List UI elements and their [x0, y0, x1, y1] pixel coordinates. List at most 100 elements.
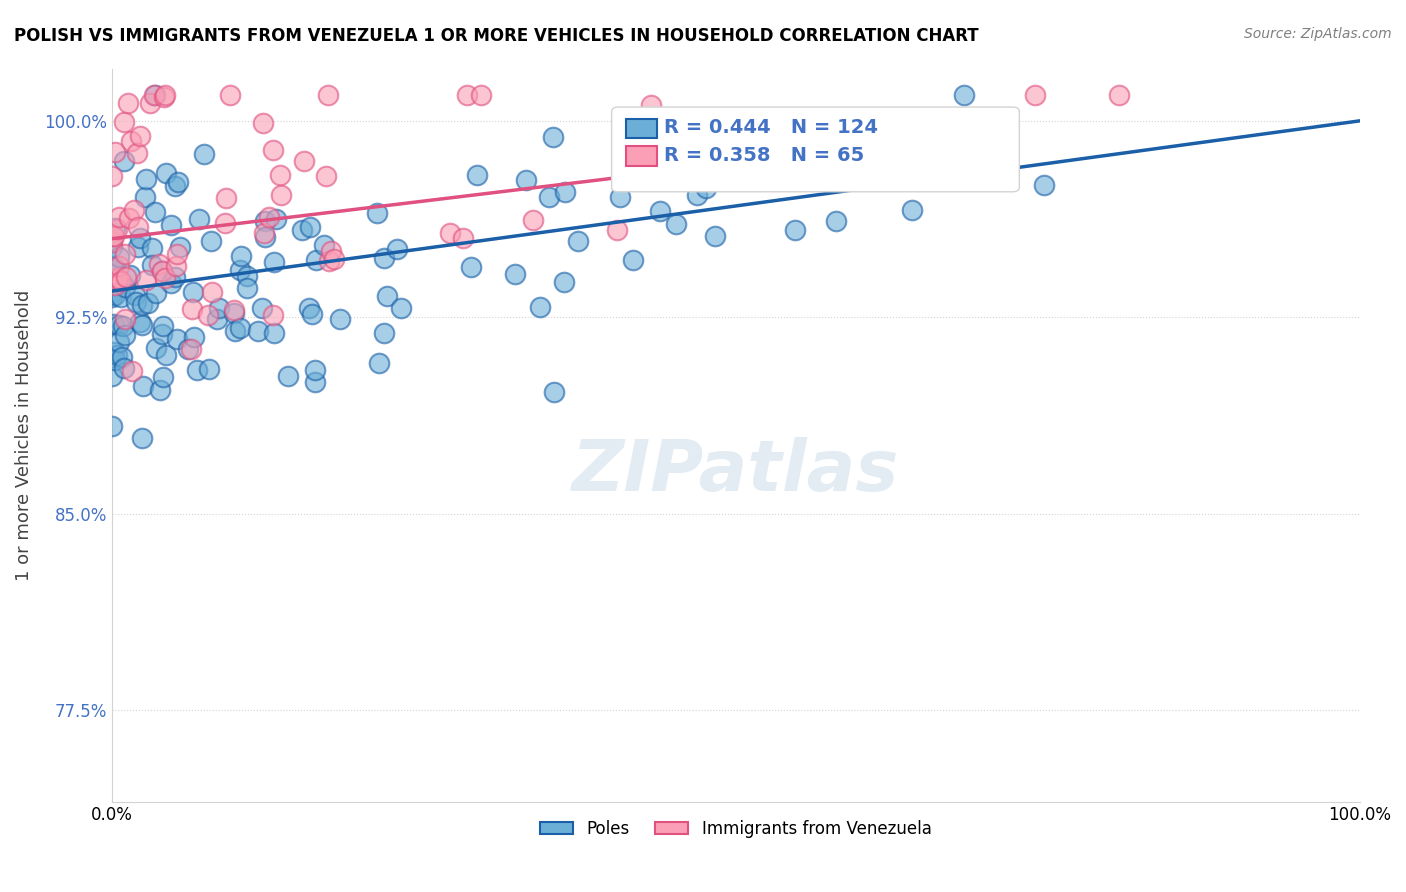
Immigrants from Venezuela	[118, 211, 141, 225]
Poles	[229, 321, 252, 335]
Immigrants from Venezuela	[181, 302, 204, 317]
Poles	[515, 173, 537, 187]
Poles	[246, 324, 269, 338]
Poles	[167, 175, 190, 189]
Text: ZIPatlas: ZIPatlas	[572, 437, 900, 506]
Poles	[676, 129, 699, 144]
Poles	[543, 385, 565, 400]
Poles	[186, 363, 208, 377]
Poles	[150, 326, 173, 341]
Poles	[135, 171, 157, 186]
Immigrants from Venezuela	[143, 87, 166, 102]
Poles	[183, 330, 205, 344]
Poles	[915, 154, 938, 169]
Poles	[254, 213, 277, 227]
Poles	[686, 187, 709, 202]
Immigrants from Venezuela	[316, 87, 339, 102]
Immigrants from Venezuela	[470, 87, 492, 102]
Text: Source: ZipAtlas.com: Source: ZipAtlas.com	[1244, 27, 1392, 41]
Text: R = 0.444   N = 124: R = 0.444 N = 124	[664, 118, 877, 137]
Poles	[263, 255, 285, 269]
Text: R = 0.358   N = 65: R = 0.358 N = 65	[664, 145, 863, 165]
Poles	[152, 319, 174, 334]
Poles	[141, 258, 163, 272]
Poles	[366, 206, 388, 220]
Poles	[108, 250, 131, 264]
Poles	[868, 153, 890, 168]
Poles	[103, 345, 125, 359]
Poles	[124, 288, 146, 302]
Poles	[112, 153, 135, 168]
Poles	[783, 223, 806, 237]
Poles	[188, 211, 211, 226]
Poles	[953, 87, 976, 102]
Immigrants from Venezuela	[112, 114, 135, 128]
Poles	[222, 306, 245, 320]
Poles	[101, 240, 124, 254]
Poles	[101, 419, 124, 434]
Poles	[160, 277, 183, 291]
Immigrants from Venezuela	[522, 213, 544, 227]
Immigrants from Venezuela	[108, 259, 131, 273]
Immigrants from Venezuela	[103, 228, 125, 243]
Poles	[131, 318, 153, 332]
Immigrants from Venezuela	[135, 273, 157, 287]
Immigrants from Venezuela	[318, 253, 340, 268]
Poles	[609, 190, 631, 204]
Poles	[277, 369, 299, 384]
Immigrants from Venezuela	[815, 162, 838, 177]
Poles	[312, 238, 335, 252]
Poles	[208, 301, 231, 316]
Poles	[900, 202, 922, 217]
Immigrants from Venezuela	[150, 264, 173, 278]
Poles	[110, 290, 132, 304]
Poles	[105, 348, 128, 362]
Poles	[101, 286, 124, 301]
Poles	[229, 249, 252, 263]
Poles	[205, 312, 228, 326]
Poles	[101, 290, 124, 304]
Immigrants from Venezuela	[606, 223, 628, 237]
Immigrants from Venezuela	[114, 311, 136, 326]
Poles	[101, 259, 124, 273]
Poles	[104, 287, 127, 301]
Poles	[155, 166, 177, 180]
Poles	[235, 268, 257, 283]
Immigrants from Venezuela	[115, 269, 138, 284]
Immigrants from Venezuela	[107, 270, 129, 285]
Immigrants from Venezuela	[122, 203, 145, 218]
Poles	[114, 328, 136, 343]
Poles	[373, 252, 395, 266]
Immigrants from Venezuela	[451, 231, 474, 245]
Immigrants from Venezuela	[127, 219, 149, 234]
Immigrants from Venezuela	[153, 87, 176, 102]
Poles	[129, 315, 152, 329]
Poles	[136, 295, 159, 310]
Immigrants from Venezuela	[117, 96, 139, 111]
Immigrants from Venezuela	[125, 146, 148, 161]
Immigrants from Venezuela	[153, 89, 176, 103]
Y-axis label: 1 or more Vehicles in Household: 1 or more Vehicles in Household	[15, 289, 32, 581]
Poles	[125, 295, 148, 310]
Immigrants from Venezuela	[262, 143, 284, 157]
Poles	[132, 379, 155, 393]
Poles	[145, 205, 167, 219]
Poles	[141, 241, 163, 255]
Poles	[198, 362, 221, 376]
Poles	[304, 363, 326, 377]
Poles	[236, 281, 259, 295]
Immigrants from Venezuela	[121, 364, 143, 378]
Poles	[103, 318, 125, 332]
Poles	[373, 326, 395, 341]
Poles	[299, 219, 322, 234]
Poles	[250, 301, 273, 316]
Poles	[301, 307, 323, 321]
Poles	[104, 353, 127, 368]
Poles	[229, 263, 252, 277]
Poles	[152, 370, 174, 384]
Immigrants from Venezuela	[101, 169, 124, 184]
Immigrants from Venezuela	[214, 216, 236, 230]
Poles	[131, 298, 153, 312]
Immigrants from Venezuela	[120, 134, 142, 148]
Poles	[1032, 178, 1054, 193]
